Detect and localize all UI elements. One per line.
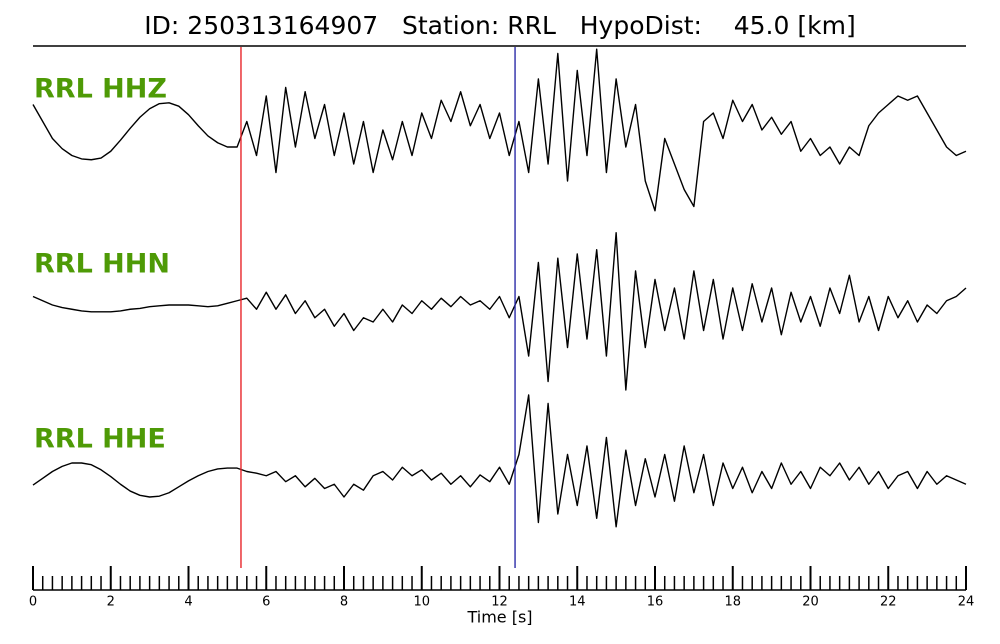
waveform: [32, 232, 967, 391]
waveform: [32, 48, 967, 212]
x-tick-label: 0: [29, 595, 37, 610]
chart-title: ID: 250313164907 Station: RRL HypoDist: …: [144, 11, 855, 40]
x-tick-label: 10: [413, 595, 430, 610]
trace-label: RRL HHE: [34, 424, 166, 455]
x-axis-label: Time [s]: [466, 608, 532, 627]
waveform: [32, 394, 967, 528]
x-tick-label: 4: [184, 595, 192, 610]
x-tick-label: 16: [647, 595, 664, 610]
x-tick-label: 8: [340, 595, 348, 610]
x-tick-label: 24: [958, 595, 975, 610]
trace-label: RRL HHN: [34, 249, 170, 280]
x-tick-label: 2: [107, 595, 115, 610]
x-tick-label: 14: [569, 595, 586, 610]
x-tick-label: 22: [880, 595, 897, 610]
x-tick-label: 6: [262, 595, 270, 610]
x-tick-label: 20: [802, 595, 819, 610]
x-tick-label: 12: [491, 595, 508, 610]
trace-label: RRL HHZ: [34, 74, 167, 105]
x-tick-label: 18: [724, 595, 741, 610]
